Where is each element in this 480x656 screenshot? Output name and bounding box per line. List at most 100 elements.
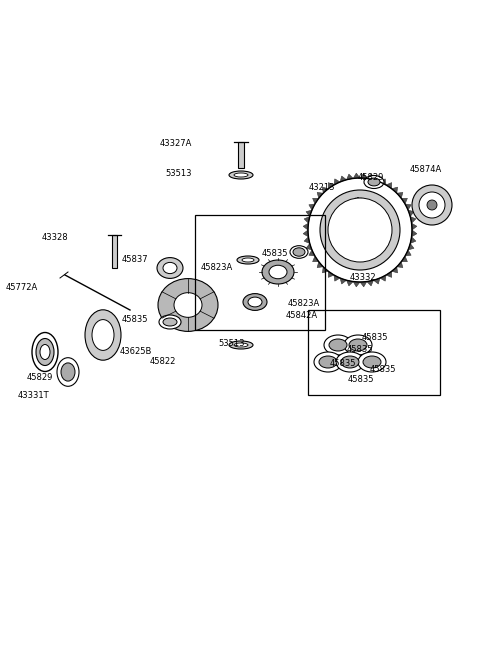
- Ellipse shape: [242, 258, 254, 262]
- Text: 45823A: 45823A: [288, 298, 320, 308]
- Ellipse shape: [248, 297, 262, 307]
- Text: 45835: 45835: [262, 249, 288, 258]
- Ellipse shape: [146, 268, 230, 342]
- Ellipse shape: [229, 171, 253, 179]
- Text: 43625B: 43625B: [120, 348, 152, 356]
- Ellipse shape: [61, 363, 75, 381]
- Text: 45823A: 45823A: [201, 262, 233, 272]
- Ellipse shape: [368, 178, 380, 186]
- Polygon shape: [405, 250, 411, 256]
- Polygon shape: [347, 174, 353, 180]
- Ellipse shape: [328, 198, 392, 262]
- Polygon shape: [312, 198, 319, 204]
- Polygon shape: [411, 230, 417, 237]
- Text: 43327A: 43327A: [160, 138, 192, 148]
- Ellipse shape: [358, 352, 386, 372]
- Text: 45829: 45829: [26, 373, 53, 382]
- Polygon shape: [317, 262, 323, 268]
- Bar: [112, 235, 117, 268]
- Ellipse shape: [174, 293, 202, 318]
- Polygon shape: [392, 187, 397, 194]
- Polygon shape: [328, 182, 334, 189]
- Ellipse shape: [92, 319, 114, 350]
- Polygon shape: [303, 223, 309, 230]
- Ellipse shape: [85, 310, 121, 360]
- Ellipse shape: [419, 192, 445, 218]
- Bar: [195, 215, 325, 330]
- Polygon shape: [367, 280, 373, 286]
- Polygon shape: [380, 275, 386, 281]
- Ellipse shape: [349, 339, 367, 351]
- Polygon shape: [306, 243, 312, 250]
- Ellipse shape: [324, 335, 352, 355]
- Polygon shape: [340, 278, 347, 284]
- Polygon shape: [317, 192, 323, 198]
- Text: 45835: 45835: [370, 365, 396, 375]
- Polygon shape: [323, 267, 328, 273]
- Ellipse shape: [364, 176, 384, 188]
- Ellipse shape: [159, 315, 181, 329]
- Text: 45837: 45837: [121, 255, 148, 264]
- Text: 45835: 45835: [362, 333, 388, 342]
- Text: 45835: 45835: [330, 359, 357, 369]
- Text: 53513: 53513: [166, 169, 192, 178]
- Ellipse shape: [319, 356, 337, 368]
- Ellipse shape: [157, 258, 183, 278]
- Polygon shape: [411, 223, 417, 230]
- Polygon shape: [304, 237, 310, 243]
- Bar: [238, 142, 244, 168]
- Polygon shape: [353, 281, 360, 287]
- Polygon shape: [392, 267, 397, 273]
- Bar: [308, 310, 440, 395]
- Polygon shape: [386, 271, 392, 277]
- Ellipse shape: [234, 343, 248, 347]
- Polygon shape: [410, 216, 416, 223]
- Polygon shape: [334, 275, 340, 281]
- Ellipse shape: [293, 248, 305, 256]
- Ellipse shape: [237, 256, 259, 264]
- Ellipse shape: [363, 356, 381, 368]
- Text: 43331T: 43331T: [18, 390, 49, 400]
- Ellipse shape: [243, 294, 267, 310]
- Ellipse shape: [40, 344, 50, 359]
- Polygon shape: [347, 280, 353, 286]
- Text: 45835: 45835: [347, 346, 373, 354]
- Polygon shape: [380, 179, 386, 185]
- Text: 43328: 43328: [41, 234, 68, 243]
- Ellipse shape: [304, 174, 416, 286]
- Polygon shape: [408, 210, 414, 216]
- Ellipse shape: [36, 338, 54, 365]
- Ellipse shape: [32, 333, 58, 371]
- Polygon shape: [397, 192, 403, 198]
- Polygon shape: [373, 176, 380, 182]
- Polygon shape: [360, 281, 367, 287]
- Text: 45842A: 45842A: [286, 310, 318, 319]
- Polygon shape: [408, 243, 414, 250]
- Text: 53513: 53513: [218, 338, 244, 348]
- Polygon shape: [401, 198, 408, 204]
- Ellipse shape: [229, 341, 253, 349]
- Ellipse shape: [163, 318, 177, 326]
- Polygon shape: [323, 187, 328, 194]
- Ellipse shape: [163, 262, 177, 274]
- Text: 45835: 45835: [121, 316, 148, 325]
- Text: 45772A: 45772A: [6, 283, 38, 293]
- Text: 45822: 45822: [150, 358, 176, 367]
- Ellipse shape: [336, 352, 364, 372]
- Polygon shape: [386, 182, 392, 189]
- Polygon shape: [304, 216, 310, 223]
- Polygon shape: [401, 256, 408, 262]
- Polygon shape: [373, 278, 380, 284]
- Polygon shape: [360, 173, 367, 178]
- Ellipse shape: [341, 356, 359, 368]
- Polygon shape: [397, 262, 403, 268]
- Polygon shape: [367, 174, 373, 180]
- Ellipse shape: [234, 173, 248, 177]
- Text: 43332: 43332: [350, 274, 377, 283]
- Text: 43213: 43213: [309, 184, 335, 192]
- Ellipse shape: [320, 190, 400, 270]
- Text: 45835: 45835: [348, 375, 374, 384]
- Ellipse shape: [269, 265, 287, 279]
- Polygon shape: [309, 204, 315, 210]
- Ellipse shape: [290, 246, 308, 258]
